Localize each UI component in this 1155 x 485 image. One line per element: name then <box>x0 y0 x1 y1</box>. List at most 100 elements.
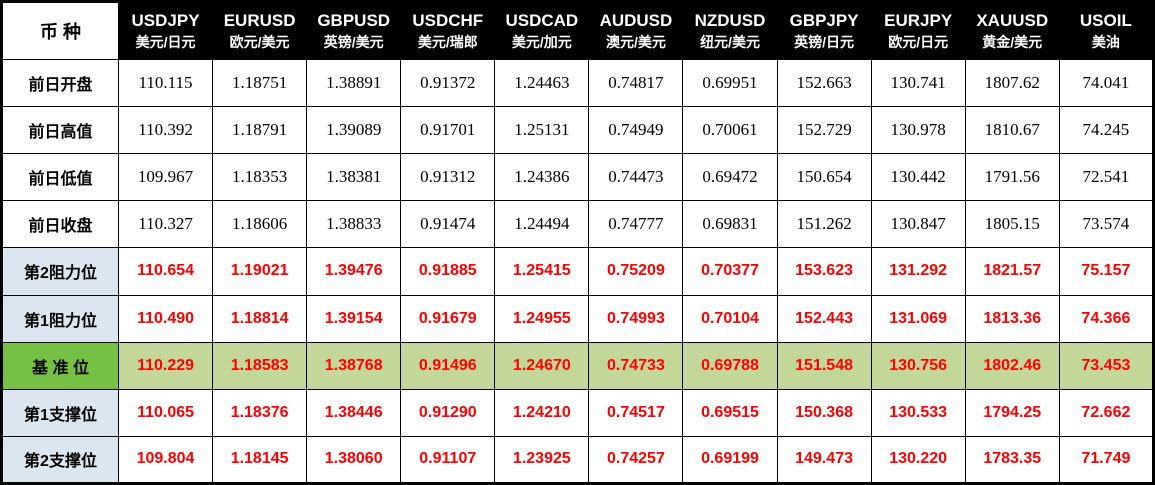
value-cell: 73.453 <box>1058 341 1155 390</box>
value-cell: 1783.35 <box>964 435 1060 485</box>
value-cell: 74.245 <box>1058 106 1155 155</box>
row-label: 第1支撑位 <box>1 388 119 437</box>
table-row: 第1支撑位 110.065 1.18376 1.38446 0.91290 1.24210… <box>1 388 1155 437</box>
row-label: 基 准 位 <box>1 341 119 390</box>
pair-symbol: EURUSD <box>223 11 296 31</box>
value-cell: 0.69951 <box>682 58 778 108</box>
value-cell: 1.23925 <box>494 435 590 485</box>
value-cell: 74.366 <box>1058 294 1155 343</box>
value-cell: 1.38833 <box>306 200 402 249</box>
value-cell: 1.38446 <box>306 388 402 437</box>
pair-name: 英镑/美元 <box>323 34 384 51</box>
value-cell: 110.392 <box>117 106 214 155</box>
value-cell: 1.25415 <box>494 247 590 296</box>
row-label: 前日高值 <box>1 106 119 155</box>
column-header-audusd: AUDUSD 澳元/美元 <box>588 1 684 60</box>
pair-symbol: AUDUSD <box>599 11 673 31</box>
value-cell: 109.967 <box>117 153 214 202</box>
value-cell: 130.741 <box>870 58 966 108</box>
value-cell: 1.39154 <box>306 294 402 343</box>
value-cell: 0.91107 <box>400 435 496 485</box>
pair-name: 纽元/美元 <box>700 34 760 51</box>
pair-name: 美元/加元 <box>511 34 572 51</box>
value-cell: 1.18814 <box>212 294 308 343</box>
value-cell: 0.70377 <box>682 247 778 296</box>
value-cell: 151.262 <box>776 200 872 249</box>
pair-name: 美油 <box>1091 34 1120 51</box>
value-cell: 1.24210 <box>494 388 590 437</box>
value-cell: 0.69515 <box>682 388 778 437</box>
value-cell: 1821.57 <box>964 247 1060 296</box>
table-row: 第2阻力位 110.654 1.19021 1.39476 0.91885 1.25415… <box>1 247 1155 296</box>
column-header-gbpjpy: GBPJPY 英镑/日元 <box>776 1 872 60</box>
value-cell: 72.541 <box>1058 153 1155 202</box>
pair-name: 英镑/日元 <box>794 34 855 51</box>
value-cell: 110.327 <box>117 200 214 249</box>
value-cell: 149.473 <box>776 435 872 485</box>
value-cell: 1.24955 <box>494 294 590 343</box>
table-row: 基 准 位 110.229 1.18583 1.38768 0.91496 1.24670… <box>1 341 1155 390</box>
value-cell: 1.18606 <box>212 200 308 249</box>
value-cell: 1.38891 <box>306 58 402 108</box>
value-cell: 0.74817 <box>588 58 684 108</box>
value-cell: 0.74517 <box>588 388 684 437</box>
column-header-eurjpy: EURJPY 欧元/日元 <box>870 1 966 60</box>
value-cell: 110.065 <box>117 388 214 437</box>
pair-name: 欧元/日元 <box>888 34 949 51</box>
column-header-usdjpy: USDJPY 美元/日元 <box>117 1 214 60</box>
value-cell: 130.533 <box>870 388 966 437</box>
value-cell: 1791.56 <box>964 153 1060 202</box>
row-label: 前日开盘 <box>1 58 119 108</box>
value-cell: 0.91701 <box>400 106 496 155</box>
column-header-usoil: USOIL 美油 <box>1058 1 1155 60</box>
row-label: 前日低值 <box>1 153 119 202</box>
table-row: 前日低值 109.967 1.18353 1.38381 0.91312 1.24386 0… <box>1 153 1155 202</box>
value-cell: 0.91290 <box>400 388 496 437</box>
value-cell: 110.490 <box>117 294 214 343</box>
value-cell: 0.91474 <box>400 200 496 249</box>
value-cell: 73.574 <box>1058 200 1155 249</box>
value-cell: 71.749 <box>1058 435 1155 485</box>
value-cell: 0.74777 <box>588 200 684 249</box>
column-header-usdcad: USDCAD 美元/加元 <box>494 1 590 60</box>
value-cell: 1.18791 <box>212 106 308 155</box>
value-cell: 152.663 <box>776 58 872 108</box>
value-cell: 0.91372 <box>400 58 496 108</box>
pair-symbol: XAUUSD <box>976 11 1049 31</box>
header-row: 币 种 USDJPY 美元/日元 EURUSD 欧元/美元 GBPUSD 英镑/美元 USD… <box>1 1 1155 60</box>
table-row: 前日开盘 110.115 1.18751 1.38891 0.91372 1.24463 0… <box>1 58 1155 108</box>
table-row: 第2支撑位 109.804 1.18145 1.38060 0.91107 1.23925… <box>1 435 1155 485</box>
value-cell: 0.91885 <box>400 247 496 296</box>
value-cell: 1810.67 <box>964 106 1060 155</box>
pair-symbol: USDCHF <box>412 11 484 31</box>
value-cell: 1.24494 <box>494 200 590 249</box>
value-cell: 1.38768 <box>306 341 402 390</box>
value-cell: 1.39476 <box>306 247 402 296</box>
value-cell: 1.24463 <box>494 58 590 108</box>
pair-symbol: NZDUSD <box>694 11 766 31</box>
value-cell: 0.74993 <box>588 294 684 343</box>
value-cell: 150.368 <box>776 388 872 437</box>
value-cell: 1794.25 <box>964 388 1060 437</box>
value-cell: 1.24670 <box>494 341 590 390</box>
value-cell: 151.548 <box>776 341 872 390</box>
value-cell: 75.157 <box>1058 247 1155 296</box>
value-cell: 1805.15 <box>964 200 1060 249</box>
value-cell: 130.442 <box>870 153 966 202</box>
value-cell: 0.91312 <box>400 153 496 202</box>
value-cell: 0.69199 <box>682 435 778 485</box>
pair-symbol: USDCAD <box>505 11 579 31</box>
row-label: 第1阻力位 <box>1 294 119 343</box>
value-cell: 110.229 <box>117 341 214 390</box>
value-cell: 1813.36 <box>964 294 1060 343</box>
value-cell: 0.74949 <box>588 106 684 155</box>
value-cell: 152.443 <box>776 294 872 343</box>
row-label: 前日收盘 <box>1 200 119 249</box>
value-cell: 0.70104 <box>682 294 778 343</box>
table-body: 前日开盘 110.115 1.18751 1.38891 0.91372 1.24463 0… <box>1 58 1155 485</box>
value-cell: 131.292 <box>870 247 966 296</box>
column-header-gbpusd: GBPUSD 英镑/美元 <box>306 1 402 60</box>
pair-symbol: EURJPY <box>884 11 953 31</box>
pair-name: 欧元/美元 <box>229 34 290 51</box>
